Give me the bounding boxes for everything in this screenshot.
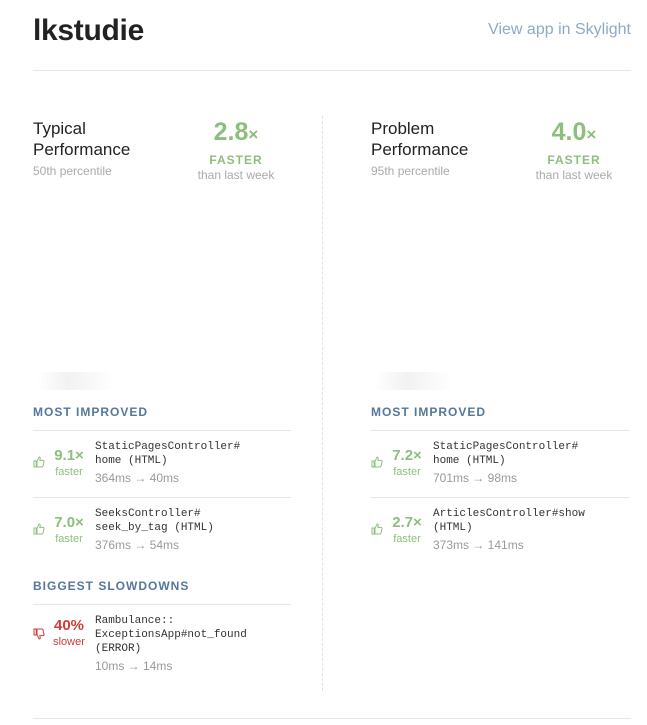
biggest-slowdowns-title: BIGGEST SLOWDOWNS — [33, 579, 190, 593]
typical-most-improved-title: MOST IMPROVED — [33, 405, 149, 419]
list-item[interactable]: 2.7× faster ArticlesController#show (HTM… — [371, 498, 629, 564]
speedup-badge: 2.7× faster — [385, 514, 429, 545]
faded-chart — [37, 372, 115, 390]
endpoint-name: StaticPagesController# home (HTML) — [95, 441, 241, 467]
typical-performance-title: Typical Performance — [33, 119, 131, 159]
typical-chart-area — [33, 188, 291, 404]
speedup-value: 7.0× — [54, 514, 84, 531]
typical-speedup: 2.8× FASTER than last week — [181, 118, 291, 182]
speedup-label: faster — [393, 466, 421, 478]
problem-performance-header: Problem Performance 95th percentile 4.0×… — [371, 118, 629, 188]
endpoint-name: SeeksController# seek_by_tag (HTML) — [95, 508, 214, 534]
speedup-badge: 7.2× faster — [385, 447, 429, 478]
slowdown-label: slower — [53, 636, 85, 648]
endpoint-timing: 701ms → 98ms — [433, 471, 518, 485]
email-report: lkstudie View app in Skylight Typical Pe… — [33, 0, 631, 725]
times-icon: × — [248, 125, 259, 144]
problem-speedup: 4.0× FASTER than last week — [519, 118, 629, 182]
problem-speedup-value: 4.0× — [519, 118, 629, 149]
list-item[interactable]: 40% slower Rambulance:: ExceptionsApp#no… — [33, 605, 291, 685]
view-in-skylight-link[interactable]: View app in Skylight — [488, 21, 631, 38]
typical-faster-label: FASTER — [209, 153, 263, 167]
speedup-value: 9.1× — [54, 447, 84, 464]
slowdown-badge: 40% slower — [47, 617, 91, 648]
biggest-slowdowns-section: BIGGEST SLOWDOWNS 40% slower Rambulance:… — [33, 578, 291, 685]
thumbs-up-icon — [33, 523, 45, 535]
problem-most-improved-list: 7.2× faster StaticPagesController# home … — [371, 430, 629, 564]
problem-performance-column: Problem Performance 95th percentile 4.0×… — [371, 118, 629, 564]
typical-speedup-number: 2.8 — [213, 118, 249, 146]
endpoint-info: StaticPagesController# home (HTML) 701ms… — [433, 440, 629, 485]
problem-chart-area — [371, 188, 629, 404]
speedup-badge: 7.0× faster — [47, 514, 91, 545]
times-icon: × — [586, 125, 597, 144]
problem-faster-label: FASTER — [547, 153, 601, 167]
endpoint-info: Rambulance:: ExceptionsApp#not_found (ER… — [95, 614, 291, 673]
endpoint-timing: 376ms → 54ms — [95, 538, 180, 552]
endpoint-name: ArticlesController#show (HTML) — [433, 508, 585, 534]
footer-divider — [33, 718, 631, 719]
thumbs-up-icon — [371, 456, 383, 468]
slowdown-value: 40% — [53, 617, 85, 634]
typical-performance-column: Typical Performance 50th percentile 2.8×… — [33, 118, 291, 685]
header: lkstudie View app in Skylight — [33, 14, 631, 54]
thumbs-up-icon — [33, 456, 45, 468]
endpoint-timing: 10ms → 14ms — [95, 659, 173, 673]
faded-chart — [375, 372, 453, 390]
speedup-value: 2.7× — [392, 514, 422, 531]
typical-performance-header: Typical Performance 50th percentile 2.8×… — [33, 118, 291, 188]
speedup-label: faster — [393, 533, 421, 545]
endpoint-info: ArticlesController#show (HTML) 373ms → 1… — [433, 507, 629, 552]
list-item[interactable]: 7.0× faster SeeksController# seek_by_tag… — [33, 498, 291, 564]
list-item[interactable]: 7.2× faster StaticPagesController# home … — [371, 431, 629, 498]
endpoint-name: Rambulance:: ExceptionsApp#not_found (ER… — [95, 615, 247, 655]
list-item[interactable]: 9.1× faster StaticPagesController# home … — [33, 431, 291, 498]
speedup-badge: 9.1× faster — [47, 447, 91, 478]
problem-performance-title: Problem Performance — [371, 119, 469, 159]
problem-percentile: 95th percentile — [371, 164, 450, 178]
problem-speedup-number: 4.0 — [551, 118, 587, 146]
thumbs-down-icon — [33, 628, 45, 640]
app-title: lkstudie — [33, 14, 144, 47]
endpoint-name: StaticPagesController# home (HTML) — [433, 441, 579, 467]
endpoint-info: SeeksController# seek_by_tag (HTML) 376m… — [95, 507, 291, 552]
typical-percentile: 50th percentile — [33, 164, 112, 178]
typical-comparison-label: than last week — [197, 168, 275, 182]
typical-speedup-value: 2.8× — [181, 118, 291, 149]
endpoint-timing: 373ms → 141ms — [433, 538, 524, 552]
column-divider — [322, 116, 323, 691]
endpoint-timing: 364ms → 40ms — [95, 471, 180, 485]
problem-most-improved-title: MOST IMPROVED — [371, 405, 487, 419]
problem-comparison-label: than last week — [535, 168, 613, 182]
typical-most-improved-list: 9.1× faster StaticPagesController# home … — [33, 430, 291, 564]
endpoint-info: StaticPagesController# home (HTML) 364ms… — [95, 440, 291, 485]
biggest-slowdowns-list: 40% slower Rambulance:: ExceptionsApp#no… — [33, 604, 291, 685]
speedup-label: faster — [55, 466, 83, 478]
thumbs-up-icon — [371, 523, 383, 535]
speedup-value: 7.2× — [392, 447, 422, 464]
speedup-label: faster — [55, 533, 83, 545]
header-divider — [33, 70, 631, 71]
